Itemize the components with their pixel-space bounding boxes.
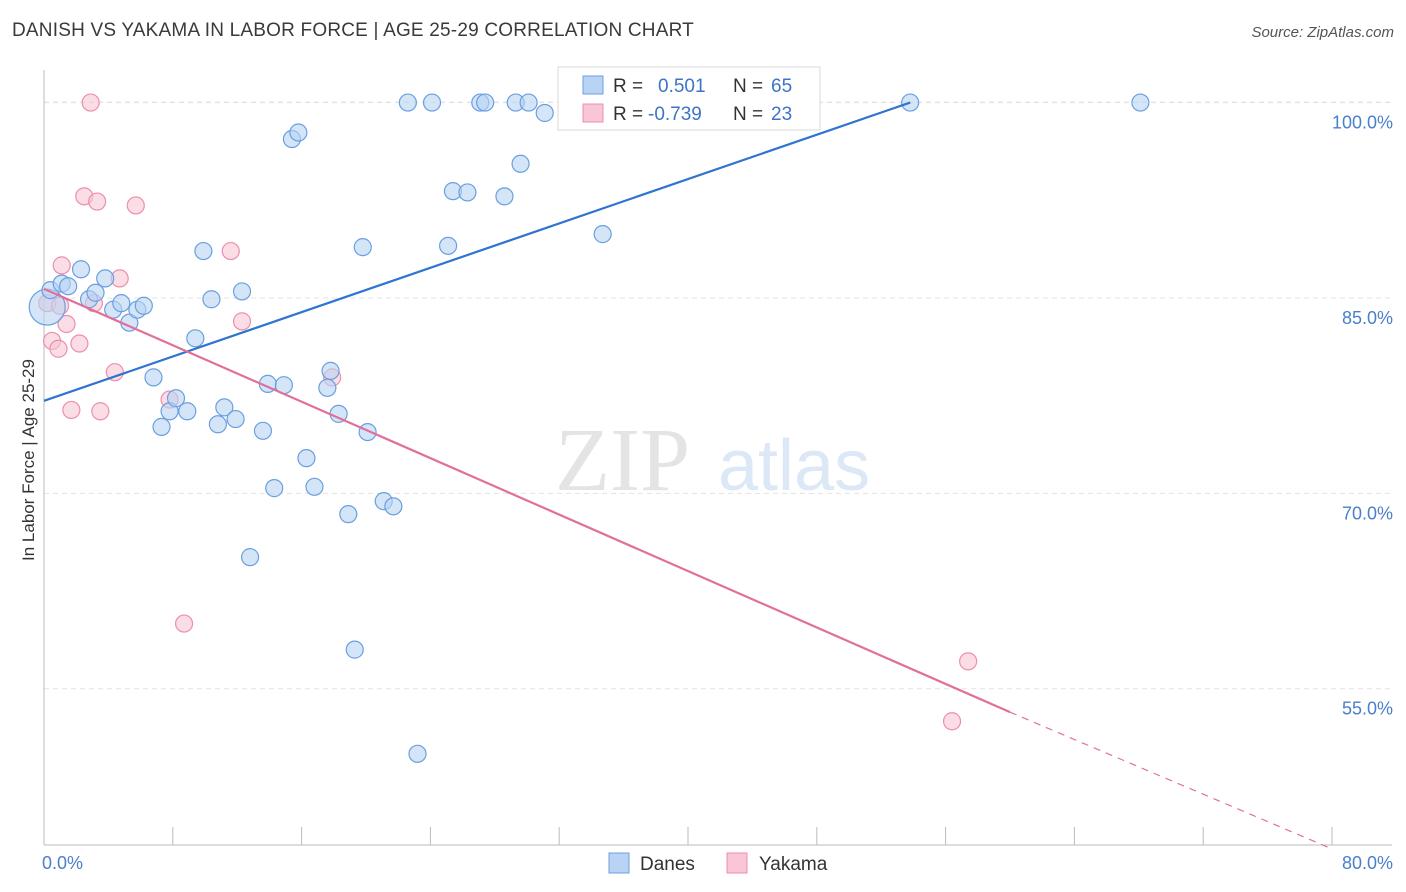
danes-point <box>215 398 234 417</box>
yakama-point <box>959 652 978 671</box>
danes-point <box>593 225 612 244</box>
danes-point <box>422 93 442 112</box>
danes-point <box>208 415 227 434</box>
yakama-point <box>126 196 145 215</box>
danes-point <box>202 290 221 309</box>
yakama-legend-swatch <box>582 103 604 123</box>
danes-point <box>439 236 458 255</box>
danes-point <box>152 417 171 436</box>
y-tick-label: 55.0% <box>1342 699 1393 719</box>
danes-point <box>186 329 205 348</box>
yakama-point <box>52 256 71 275</box>
yakama-point <box>232 312 252 331</box>
x-tick-label: 0.0% <box>42 853 83 873</box>
danes-point <box>408 744 427 763</box>
danes-r-label: R = <box>613 76 643 97</box>
stats-legend: R = 0.501 N = 65 R = -0.739 N = 23 <box>557 66 821 131</box>
y-tick-label: 70.0% <box>1342 503 1393 523</box>
danes-point <box>112 294 131 313</box>
danes-point <box>384 497 403 516</box>
danes-point <box>305 477 324 496</box>
yakama-r-value: -0.739 <box>648 104 702 125</box>
danes-point <box>476 93 495 112</box>
watermark-zip: ZIP <box>555 411 690 510</box>
x-tick-label: 80.0% <box>1342 853 1393 873</box>
yakama-point <box>49 339 68 358</box>
danes-point <box>86 283 105 302</box>
yakama-point <box>174 614 194 633</box>
source-credit: Source: ZipAtlas.com <box>1251 24 1394 41</box>
danes-point <box>339 505 358 524</box>
yakama-point <box>942 712 962 731</box>
yakama-point <box>57 314 76 334</box>
danes-point <box>232 282 252 301</box>
bottom-legend: Danes Yakama <box>608 852 828 875</box>
watermark-atlas: atlas <box>718 426 870 506</box>
yakama-r-label: R = <box>613 104 643 125</box>
danes-point <box>71 260 91 279</box>
danes-points <box>28 93 1150 763</box>
yakama-bottom-swatch <box>726 852 748 874</box>
danes-point <box>1131 93 1150 112</box>
danes-point <box>144 368 163 387</box>
danes-point <box>398 93 417 112</box>
danes-point <box>166 389 186 408</box>
danes-point <box>318 378 337 397</box>
danes-legend-swatch <box>582 75 604 95</box>
danes-point <box>297 449 316 468</box>
y-tick-label: 85.0% <box>1342 308 1393 328</box>
danes-trend-line <box>43 101 911 402</box>
chart-title: DANISH VS YAKAMA IN LABOR FORCE | AGE 25… <box>12 20 694 41</box>
y-tick-label: 100.0% <box>1332 113 1393 133</box>
yakama-point <box>62 400 81 420</box>
danes-point <box>289 123 308 142</box>
gridlines <box>44 101 1392 690</box>
yakama-n-label: N = <box>733 104 763 125</box>
yakama-trend-extension <box>1009 711 1333 850</box>
danes-point <box>511 154 530 173</box>
danes-r-value: 0.501 <box>658 76 706 97</box>
trend-lines <box>43 101 1333 850</box>
danes-point <box>253 421 273 440</box>
yakama-point <box>81 93 100 112</box>
yakama-point <box>70 334 89 353</box>
yakama-bottom-label: Yakama <box>759 854 828 875</box>
yakama-point <box>88 192 107 211</box>
danes-point <box>321 361 340 380</box>
danes-point <box>134 296 153 315</box>
danes-point <box>226 409 245 429</box>
axes <box>43 70 1392 846</box>
danes-point <box>59 277 78 296</box>
danes-point <box>345 640 364 659</box>
danes-point <box>519 93 538 112</box>
danes-point <box>178 402 197 421</box>
danes-point <box>495 187 514 206</box>
danes-point <box>194 241 213 261</box>
danes-point <box>353 238 372 257</box>
yakama-trend-line <box>43 287 1011 714</box>
danes-point <box>96 269 115 288</box>
danes-point <box>240 548 260 567</box>
tick-labels: 55.0% 70.0% 85.0% 100.0% 0.0% 80.0% <box>42 113 1393 873</box>
danes-n-value: 65 <box>771 76 792 97</box>
yakama-point <box>91 402 110 421</box>
danes-bottom-swatch <box>608 852 630 874</box>
danes-point <box>458 183 477 202</box>
danes-point <box>535 103 554 123</box>
danes-n-label: N = <box>733 76 763 97</box>
yakama-point <box>105 363 124 382</box>
yakama-point <box>221 241 240 261</box>
y-axis-label: In Labor Force | Age 25-29 <box>19 359 38 561</box>
danes-point <box>265 479 284 498</box>
danes-bottom-label: Danes <box>640 854 695 875</box>
yakama-n-value: 23 <box>771 104 792 125</box>
